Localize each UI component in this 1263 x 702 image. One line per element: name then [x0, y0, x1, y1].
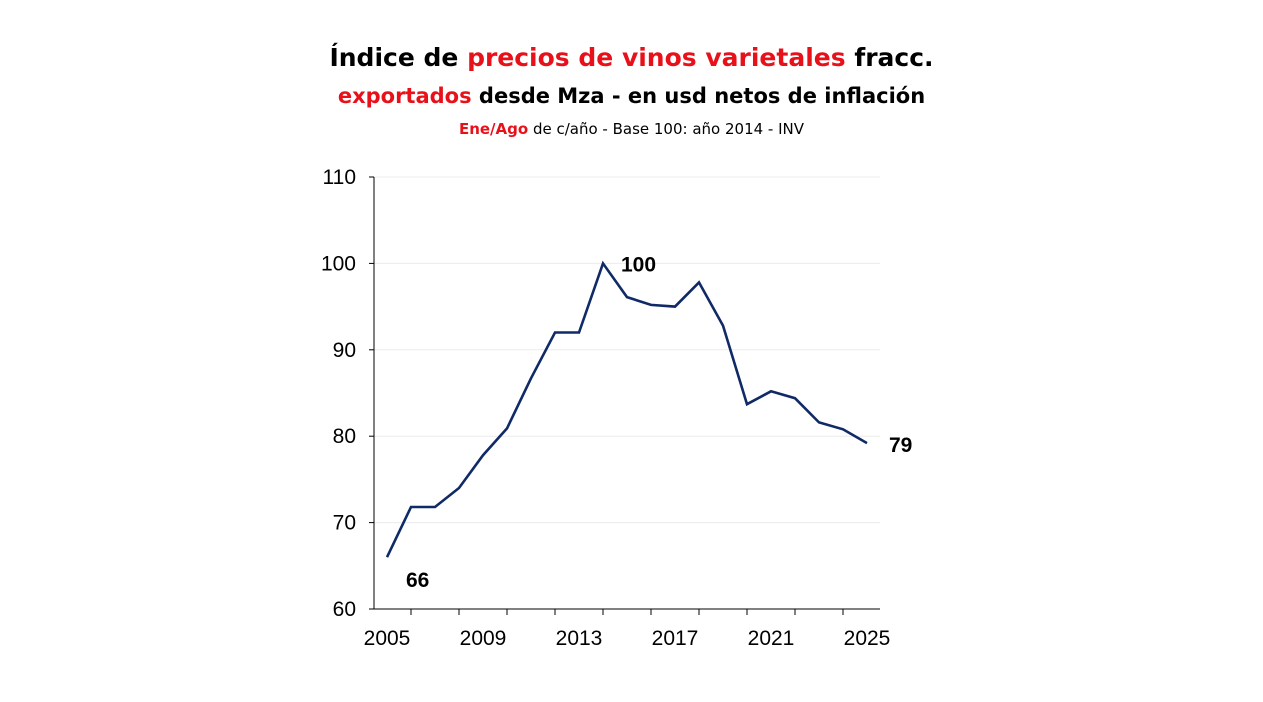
y-tick-label: 110 — [323, 166, 356, 189]
title-part: Índice de — [329, 43, 468, 72]
y-tick-label: 100 — [321, 252, 356, 275]
x-tick-label: 2009 — [460, 627, 507, 650]
data-label: 79 — [889, 434, 912, 457]
y-tick-label: 70 — [333, 512, 356, 535]
chart-title: Índice de precios de vinos varietales fr… — [0, 38, 1263, 144]
x-tick-label: 2013 — [556, 627, 603, 650]
title-highlight: precios de vinos varietales — [467, 43, 846, 72]
x-tick-label: 2021 — [748, 627, 795, 650]
series-line — [385, 260, 868, 558]
title-part: fracc. — [845, 43, 934, 72]
data-label: 66 — [406, 569, 429, 592]
title-highlight: exportados — [337, 84, 472, 108]
y-tick-label: 80 — [333, 425, 356, 448]
title-line-2: exportados desde Mza - en usd netos de i… — [0, 78, 1263, 114]
title-line-1: Índice de precios de vinos varietales fr… — [0, 38, 1263, 78]
subtitle-highlight: Ene/Ago — [458, 120, 529, 138]
data-label: 100 — [621, 253, 656, 276]
axes — [369, 176, 880, 615]
gridlines — [374, 176, 880, 524]
x-tick-label: 2025 — [844, 627, 891, 650]
series-layer — [385, 260, 868, 558]
y-tick-label: 90 — [333, 339, 356, 362]
subtitle-part: de c/año - Base 100: año 2014 - INV — [528, 120, 805, 138]
chart-subtitle: Ene/Ago de c/año - Base 100: año 2014 - … — [0, 114, 1263, 144]
y-tick-label: 60 — [333, 598, 356, 621]
x-tick-label: 2017 — [652, 627, 699, 650]
x-tick-label: 2005 — [364, 627, 411, 650]
labels: 60 70 80 90 100 110 2005 2009 2013 2017 2021 2025 66… — [321, 166, 912, 650]
title-part: desde Mza - en usd netos de inflación — [471, 84, 926, 108]
